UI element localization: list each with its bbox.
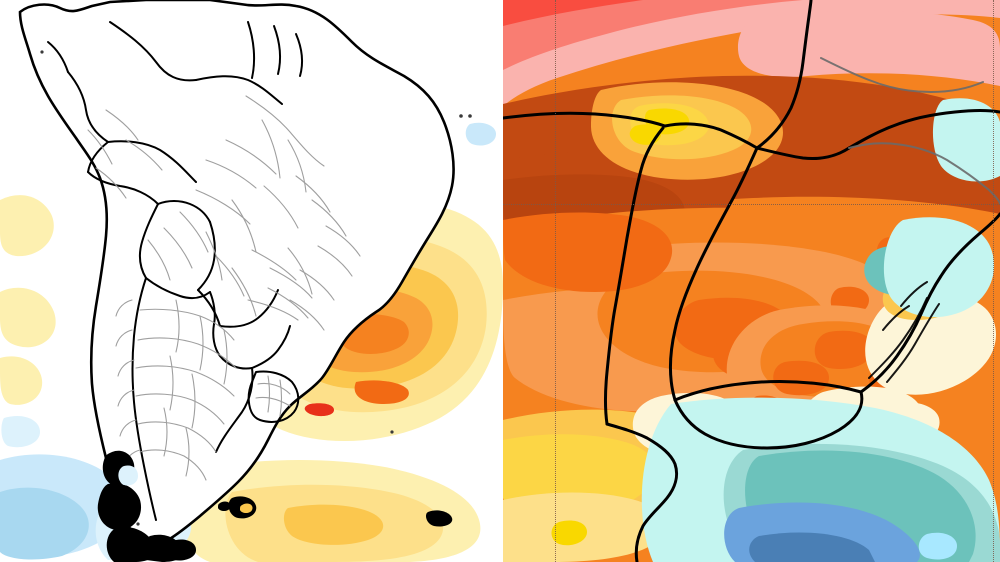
stray-marker-dots (40, 50, 472, 526)
southeastern-south-america-zoom-panel[interactable] (503, 0, 1000, 562)
south-georgia-island (426, 510, 453, 527)
south-america-map-panel[interactable] (0, 0, 503, 562)
falkland-islands (218, 496, 257, 519)
lagoa-dos-patos (868, 281, 940, 383)
south-america-borders (18, 0, 455, 548)
zoom-anomaly-raster (503, 0, 1000, 562)
zoom-map-borders (503, 0, 1000, 562)
tierra-del-fuego (97, 450, 196, 562)
south-america-anomaly-raster (0, 0, 503, 562)
